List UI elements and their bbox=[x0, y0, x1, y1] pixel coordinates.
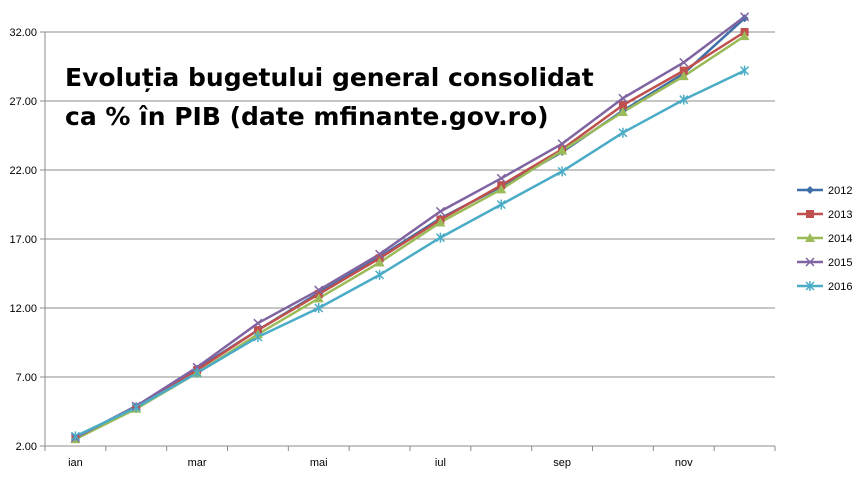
x-tick-label: mar bbox=[188, 457, 207, 469]
data-point-2016 bbox=[618, 127, 628, 138]
y-tick-label: 27.00 bbox=[9, 96, 37, 108]
series-markers bbox=[70, 12, 750, 444]
y-tick-label: 7.00 bbox=[16, 372, 37, 384]
data-point-2014 bbox=[557, 145, 568, 155]
x-tick-label: mai bbox=[310, 457, 328, 469]
chart-title: Evoluția bugetului general consolidat ca… bbox=[65, 63, 594, 131]
data-point-2014 bbox=[374, 257, 385, 267]
series-line-2013 bbox=[74, 30, 746, 441]
x-tick-label: iul bbox=[435, 457, 446, 469]
legend-marker-2015 bbox=[805, 257, 815, 267]
y-tick-label: 12.00 bbox=[9, 303, 37, 315]
y-tick-label: 22.00 bbox=[9, 165, 37, 177]
legend-marker-2012 bbox=[806, 186, 814, 194]
legend-label-2015: 2015 bbox=[828, 257, 852, 269]
data-point-2016 bbox=[375, 269, 385, 280]
x-tick-label: sep bbox=[553, 457, 571, 469]
legend-label-2013: 2013 bbox=[828, 209, 852, 221]
series-line-2015 bbox=[74, 15, 746, 439]
data-point-2015 bbox=[375, 249, 385, 259]
legend-marker-2016 bbox=[805, 281, 815, 291]
chart-title-line-1: Evoluția bugetului general consolidat bbox=[65, 63, 594, 92]
data-point-2016 bbox=[253, 331, 263, 342]
data-point-2015 bbox=[435, 206, 445, 216]
legend-label-2012: 2012 bbox=[828, 185, 852, 197]
data-point-2014 bbox=[496, 184, 507, 194]
legend-label-2016: 2016 bbox=[828, 281, 852, 293]
data-point-2013 bbox=[679, 66, 688, 75]
data-point-2016 bbox=[70, 431, 80, 442]
legend-label-2014: 2014 bbox=[828, 233, 852, 245]
chart-title-line-2: ca % în PIB (date mfinante.gov.ro) bbox=[65, 102, 549, 131]
data-point-2014 bbox=[739, 31, 750, 41]
y-tick-label: 17.00 bbox=[9, 234, 37, 246]
y-tick-label: 32.00 bbox=[9, 27, 37, 39]
series-lines bbox=[74, 15, 746, 441]
legend-marker-2014 bbox=[805, 233, 815, 242]
data-point-2016 bbox=[131, 402, 141, 413]
data-point-2016 bbox=[679, 94, 689, 105]
series-line-2016 bbox=[74, 69, 746, 438]
axes: 2.00 7.00 12.00 17.00 22.00 27.00 32.00 ian mar m… bbox=[9, 27, 776, 469]
data-point-2013 bbox=[618, 101, 627, 110]
data-point-2014 bbox=[678, 71, 689, 81]
data-point-2015 bbox=[557, 139, 567, 149]
x-tick-label: ian bbox=[68, 457, 83, 469]
grid bbox=[45, 31, 775, 447]
data-point-2014 bbox=[435, 217, 446, 227]
data-point-2012 bbox=[740, 14, 749, 23]
data-point-2016 bbox=[314, 303, 324, 313]
data-point-2016 bbox=[192, 367, 202, 378]
x-tick-label: nov bbox=[675, 457, 693, 469]
data-point-2016 bbox=[740, 65, 750, 76]
data-point-2014 bbox=[617, 107, 628, 117]
legend-marker-2013 bbox=[806, 210, 814, 218]
data-point-2016 bbox=[435, 232, 445, 243]
data-point-2016 bbox=[496, 199, 506, 210]
data-point-2016 bbox=[557, 166, 567, 177]
legend: 2012 2013 2014 2015 2016 bbox=[797, 185, 852, 293]
data-point-2015 bbox=[679, 57, 689, 67]
data-point-2015 bbox=[496, 173, 506, 183]
data-point-2014 bbox=[313, 293, 324, 303]
data-point-2015 bbox=[740, 12, 750, 22]
data-point-2015 bbox=[314, 285, 324, 295]
data-point-2015 bbox=[253, 318, 263, 328]
y-tick-label: 2.00 bbox=[16, 441, 37, 453]
data-point-2015 bbox=[618, 93, 628, 103]
